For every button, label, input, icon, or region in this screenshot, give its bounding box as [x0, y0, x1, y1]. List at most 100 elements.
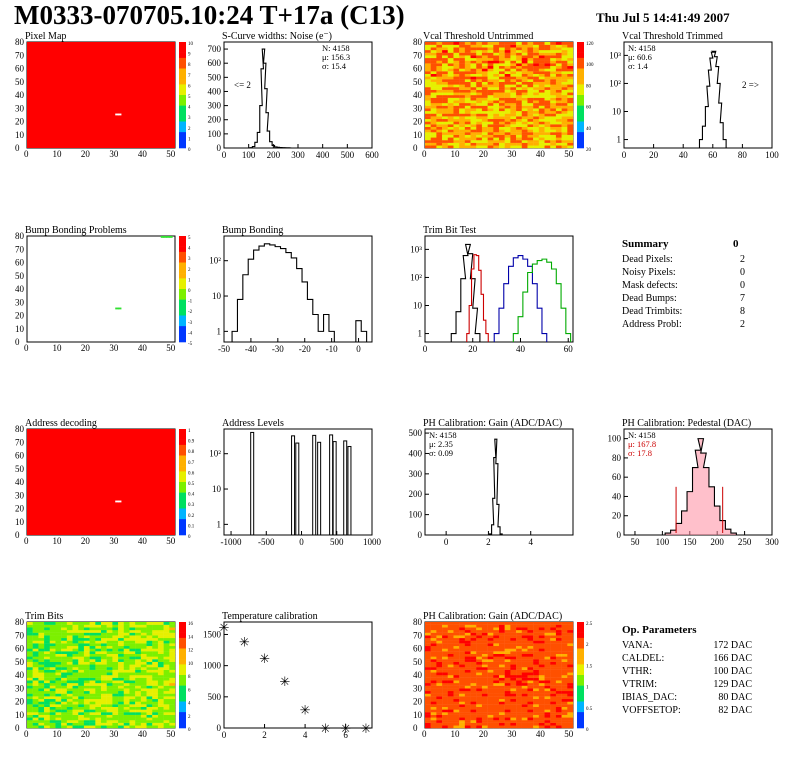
heatmap-cell: [83, 627, 90, 631]
x-tick-label: 100: [242, 150, 256, 160]
heatmap-cell: [516, 722, 522, 726]
heatmap-cell: [38, 698, 45, 702]
heatmap-cell: [425, 100, 431, 104]
op-parameter-value: 172 DAC: [713, 640, 752, 651]
heatmap-cell: [527, 49, 534, 53]
heatmap-cell: [544, 137, 551, 141]
heatmap-cell: [425, 134, 431, 138]
x-tick-label: 50: [564, 729, 574, 739]
heatmap-cell: [510, 637, 517, 641]
heatmap-cell: [425, 685, 431, 689]
heatmap-cell: [476, 73, 483, 77]
heatmap-cell: [527, 622, 534, 625]
color-scale-label: 2: [188, 715, 191, 720]
heatmap-cell: [106, 680, 113, 684]
heatmap-cell: [27, 677, 33, 681]
heatmap-cell: [453, 635, 460, 639]
heatmap-cell: [521, 664, 528, 668]
heatmap-cell: [561, 656, 568, 660]
heatmap-cell: [521, 693, 528, 697]
heatmap-cell: [447, 622, 454, 625]
color-scale-band: [577, 42, 584, 48]
heatmap-cell: [555, 63, 562, 67]
color-scale-label: 0: [188, 289, 191, 294]
heatmap-cell: [61, 632, 68, 636]
heatmap-cell: [544, 693, 551, 697]
heatmap-cell: [567, 637, 574, 641]
heatmap-cell: [516, 44, 522, 48]
heatmap-cell: [481, 693, 488, 697]
heatmap-cell: [487, 145, 494, 149]
heatmap-cell: [550, 55, 557, 59]
heatmap-cell: [106, 624, 113, 628]
heatmap-cell: [464, 664, 471, 668]
heatmap-cell: [527, 632, 534, 636]
heatmap-cell: [157, 624, 164, 628]
heatmap-cell: [123, 690, 130, 694]
heatmap-cell: [538, 68, 545, 72]
heatmap-cell: [544, 105, 551, 109]
heatmap-cell: [447, 640, 454, 644]
x-tick-label: 0: [299, 537, 304, 547]
x-tick-label: 500: [330, 537, 344, 547]
heatmap-cell: [470, 688, 477, 692]
heatmap-cell: [66, 637, 73, 641]
heatmap-cell: [533, 137, 540, 141]
heatmap-cell: [476, 108, 483, 112]
heatmap-cell: [83, 677, 90, 681]
heatmap-cell: [66, 656, 73, 660]
heatmap-cell: [504, 132, 511, 135]
heatmap-cell: [118, 629, 124, 633]
heatmap-cell: [453, 110, 460, 114]
heatmap-cell: [527, 42, 534, 45]
heatmap-cell: [135, 682, 142, 686]
heatmap-cell: [459, 137, 466, 141]
heatmap-cell: [555, 704, 562, 707]
summary-value: 2: [740, 254, 745, 265]
heatmap-cell: [55, 698, 62, 702]
heatmap-cell: [140, 622, 147, 625]
color-scale-band: [577, 669, 584, 676]
heatmap-cell: [163, 659, 170, 662]
heatmap-cell: [527, 669, 534, 673]
heatmap-cell: [493, 52, 500, 56]
heatmap-cell: [464, 81, 471, 85]
heatmap-cell: [44, 659, 50, 662]
heatmap-cell: [516, 701, 522, 705]
heatmap-cell: [510, 659, 517, 662]
heatmap-cell: [78, 648, 85, 652]
color-scale-band: [179, 519, 186, 525]
heatmap-cell: [499, 105, 505, 109]
heatmap-cell: [72, 714, 79, 718]
heatmap-cell: [459, 105, 466, 109]
heatmap-cell: [447, 629, 454, 633]
heatmap-cell: [561, 624, 568, 628]
heatmap-cell: [152, 704, 159, 707]
heatmap-cell: [516, 49, 522, 53]
heatmap-cell: [555, 672, 562, 676]
heatmap-cell: [464, 622, 471, 625]
color-scale-band: [179, 434, 186, 440]
heatmap-cell: [464, 71, 471, 74]
heatmap-cell: [27, 698, 33, 702]
heatmap-cell: [544, 140, 551, 143]
heatmap-cell: [38, 648, 45, 652]
heatmap-cell: [44, 696, 50, 700]
heatmap-cell: [152, 690, 159, 694]
heatmap-cell: [464, 145, 471, 149]
heatmap-cell: [44, 704, 50, 707]
heatmap-cell: [436, 121, 443, 125]
heatmap-cell: [72, 690, 79, 694]
heatmap-cell: [157, 706, 164, 710]
heatmap-cell: [555, 714, 562, 718]
heatmap-cell: [510, 645, 517, 649]
heatmap-cell: [561, 696, 568, 700]
heatmap-cell: [436, 81, 443, 85]
heatmap-cell: [533, 126, 540, 130]
heatmap-cell: [436, 47, 443, 51]
heatmap-cell: [140, 653, 147, 657]
heatmap-cell: [459, 95, 466, 98]
heatmap-cell: [476, 659, 483, 662]
heatmap-cell: [521, 108, 528, 112]
y-tick-label: 400: [208, 86, 222, 96]
